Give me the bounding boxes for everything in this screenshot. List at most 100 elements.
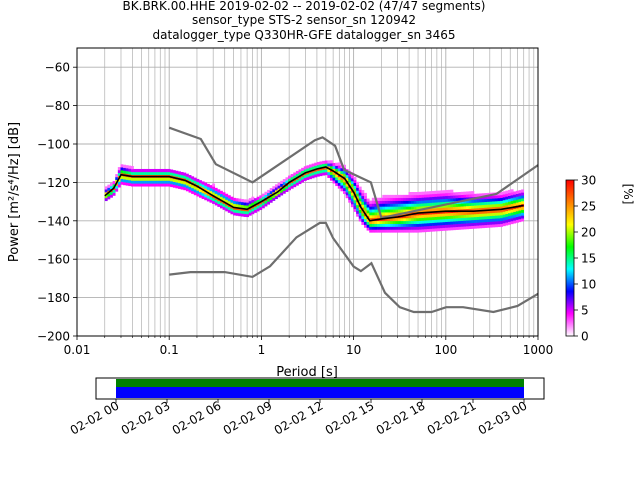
density-cell: [484, 201, 488, 205]
density-cell: [481, 201, 485, 206]
density-cell: [403, 226, 407, 230]
density-cell: [219, 196, 223, 200]
density-cell: [471, 211, 475, 215]
density-cell: [398, 200, 401, 204]
density-cell: [405, 229, 409, 233]
density-cell: [196, 187, 200, 191]
density-cell: [502, 208, 506, 212]
density-cell: [445, 192, 449, 197]
density-cell: [453, 215, 456, 219]
density-cell: [416, 192, 420, 196]
density-cell: [109, 185, 113, 190]
density-cell: [513, 214, 517, 218]
density-cell: [272, 186, 276, 190]
density-cell: [460, 217, 464, 221]
density-cell: [361, 215, 365, 220]
colorbar-tick-label: 10: [581, 278, 596, 292]
density-cell: [343, 164, 346, 168]
density-cell: [476, 208, 480, 212]
density-cell: [164, 183, 168, 187]
density-cell: [316, 161, 320, 166]
density-cell: [492, 204, 496, 208]
density-cell: [172, 181, 176, 185]
density-cell: [494, 212, 498, 216]
density-cell: [382, 223, 386, 227]
density-cell: [264, 200, 268, 204]
density-cell: [518, 216, 522, 220]
density-cell: [515, 210, 519, 215]
density-cell: [371, 206, 375, 210]
density-cell: [411, 215, 415, 219]
density-cell: [193, 180, 197, 184]
density-cell: [214, 193, 218, 197]
density-cell: [500, 220, 504, 224]
density-cell: [115, 188, 119, 192]
density-cell: [408, 192, 412, 196]
density-cell: [269, 190, 273, 195]
density-cell: [445, 201, 449, 205]
density-cell: [455, 226, 459, 230]
density-cell: [311, 175, 315, 179]
density-cell: [366, 218, 370, 222]
density-cell: [230, 196, 234, 200]
density-cell: [246, 199, 250, 203]
density-cell: [340, 176, 344, 180]
density-cell: [418, 214, 422, 219]
density-cell: [429, 217, 433, 221]
density-cell: [377, 212, 380, 216]
density-cell: [463, 214, 467, 218]
density-cell: [382, 200, 386, 204]
mode-curve: [104, 166, 524, 222]
density-cell: [421, 217, 425, 221]
density-cell: [290, 176, 294, 181]
density-cell: [314, 171, 318, 175]
density-cell: [395, 220, 399, 224]
density-cell: [219, 205, 223, 209]
density-cell: [453, 221, 456, 225]
density-cell: [494, 218, 498, 222]
density-cell: [508, 192, 511, 197]
density-cell: [458, 194, 462, 199]
density-cell: [434, 196, 438, 200]
density-cell: [403, 194, 407, 199]
density-cell: [432, 193, 435, 197]
density-cell: [466, 211, 470, 215]
density-cell: [429, 199, 433, 203]
density-cell: [303, 169, 307, 173]
density-cell: [424, 228, 428, 233]
density-cell: [178, 174, 181, 178]
density-cell: [424, 223, 428, 227]
density-cell: [513, 220, 517, 224]
density-cell: [416, 217, 420, 222]
density-cell: [154, 171, 158, 176]
density-cell: [298, 172, 302, 176]
density-cell: [175, 182, 179, 186]
density-cell: [256, 199, 260, 203]
density-cell: [288, 184, 291, 188]
density-cell: [408, 220, 412, 224]
title-line-1: BK.BRK.00.HHE 2019-02-02 -- 2019-02-02 (…: [123, 0, 486, 13]
density-cell: [445, 190, 449, 194]
density-cell: [476, 210, 480, 215]
density-cell: [280, 183, 284, 187]
density-cell: [521, 189, 525, 193]
density-cell: [371, 220, 375, 224]
density-cell: [432, 202, 435, 206]
density-cell: [280, 189, 284, 193]
density-cell: [392, 226, 396, 230]
density-cell: [479, 199, 483, 203]
density-cell: [125, 165, 129, 169]
density-cell: [222, 203, 226, 207]
density-cell: [130, 171, 134, 175]
density-cell: [500, 209, 504, 213]
density-cell: [398, 209, 401, 213]
density-cell: [384, 206, 388, 210]
density-cell: [363, 210, 367, 214]
density-cell: [518, 207, 522, 211]
density-cell: [487, 218, 490, 222]
density-cell: [133, 177, 137, 181]
density-cell: [489, 224, 493, 228]
density-cell: [494, 200, 498, 205]
density-cell: [494, 206, 498, 210]
density-cell: [426, 214, 430, 218]
